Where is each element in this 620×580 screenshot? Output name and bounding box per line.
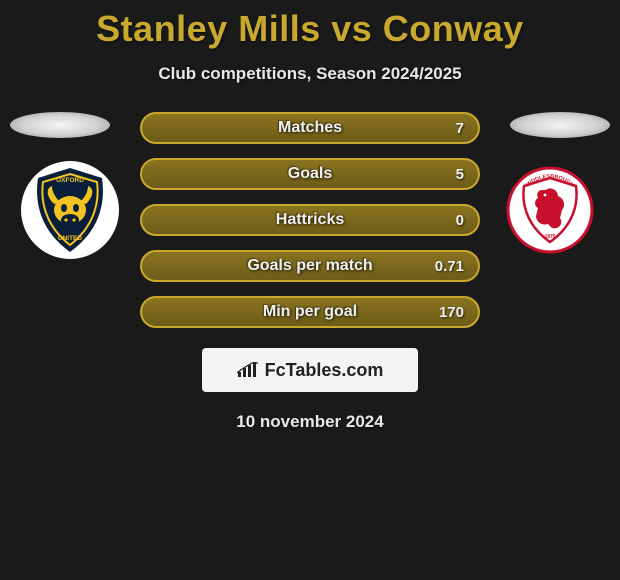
stat-right-value: 5	[456, 166, 464, 183]
stat-label: Goals	[288, 165, 332, 183]
stat-right-value: 170	[439, 304, 464, 321]
stat-right-value: 7	[456, 120, 464, 137]
page-title: Stanley Mills vs Conway	[0, 0, 620, 50]
bar-chart-icon	[237, 362, 259, 378]
date-text: 10 november 2024	[0, 412, 620, 432]
stat-label: Matches	[278, 119, 342, 137]
stat-row-hattricks: Hattricks 0	[140, 204, 480, 236]
stat-label: Goals per match	[247, 257, 372, 275]
svg-text:1876: 1876	[544, 234, 555, 240]
comparison-panel: OXFORD UNITED MIDDLESBROUGH 1876 Matches…	[0, 112, 620, 432]
stat-row-goals: Goals 5	[140, 158, 480, 190]
team-right-crest: MIDDLESBROUGH 1876	[500, 160, 600, 260]
player-right-placeholder	[510, 112, 610, 138]
stat-row-mpg: Min per goal 170	[140, 296, 480, 328]
stat-label: Min per goal	[263, 303, 357, 321]
stat-right-value: 0	[456, 212, 464, 229]
stat-row-matches: Matches 7	[140, 112, 480, 144]
stat-bars: Matches 7 Goals 5 Hattricks 0 Goals per …	[140, 112, 480, 328]
stat-right-value: 0.71	[435, 258, 464, 275]
footer-brand-text: FcTables.com	[265, 360, 384, 381]
stat-label: Hattricks	[276, 211, 344, 229]
footer-brand: FcTables.com	[202, 348, 418, 392]
stat-row-gpm: Goals per match 0.71	[140, 250, 480, 282]
player-left-placeholder	[10, 112, 110, 138]
svg-text:OXFORD: OXFORD	[56, 177, 84, 184]
subtitle: Club competitions, Season 2024/2025	[0, 64, 620, 84]
team-left-crest: OXFORD UNITED	[20, 160, 120, 260]
svg-text:UNITED: UNITED	[58, 235, 83, 242]
